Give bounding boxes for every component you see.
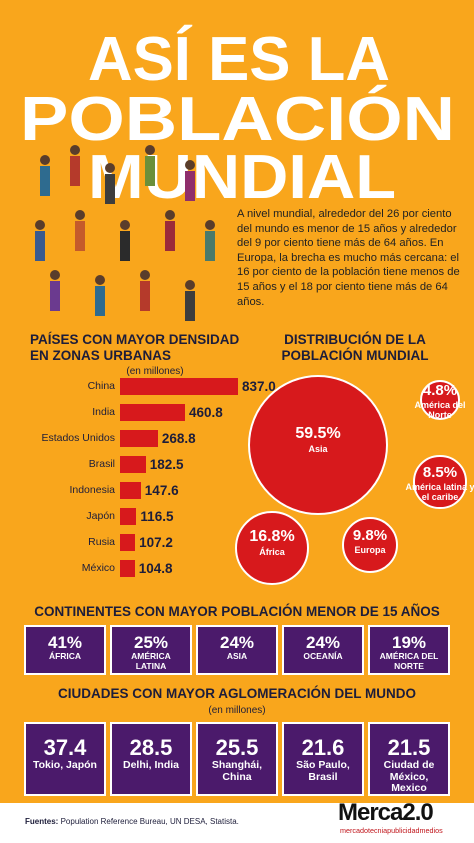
- stat-label: Shanghái, China: [211, 759, 263, 783]
- logo-tagline: mercadotecniapublicidadmedios: [340, 826, 443, 835]
- stat-value: 25%: [133, 633, 169, 652]
- bar: [120, 534, 136, 551]
- value-label: 104.8: [138, 561, 173, 576]
- stat-value: 28.5: [129, 735, 173, 760]
- footer-sources: Fuentes: Population Reference Bureau, UN…: [25, 817, 239, 826]
- value-label: 147.6: [144, 483, 179, 498]
- footer-band: [0, 803, 474, 843]
- stat-value: 25.5: [215, 735, 259, 760]
- bubble-name: América del Norte: [414, 400, 466, 420]
- stat-label: OCEANÍA: [303, 651, 343, 661]
- stat-label: Ciudad de México, Mexico: [383, 759, 435, 794]
- stat-value: 21.6: [301, 735, 345, 760]
- stat-value: 21.5: [387, 735, 431, 760]
- stat-box: 21.6 São Paulo, Brasil: [282, 722, 364, 796]
- stat-box: 19% AMÉRICA DEL NORTE: [368, 625, 450, 675]
- category-label: India: [92, 406, 115, 418]
- bubble-name: África: [259, 547, 285, 557]
- stat-value: 19%: [391, 633, 427, 652]
- category-label: Japón: [86, 510, 115, 522]
- bar: [120, 378, 238, 395]
- value-label: 460.8: [188, 405, 223, 420]
- value-label: 182.5: [149, 457, 184, 472]
- bubble: [341, 516, 399, 574]
- stat-value: 37.4: [43, 735, 87, 760]
- stat-box: 25% AMÉRICA LATINA: [110, 625, 192, 675]
- bubble-label: 9.8% Europa: [325, 527, 415, 555]
- bar: [120, 404, 185, 421]
- bubble: [247, 374, 389, 516]
- bubble-name: Asia: [308, 444, 328, 454]
- header-art: ASÍ ES LA POBLACIÓN MUNDIAL: [20, 25, 455, 321]
- category-label: Estados Unidos: [41, 432, 115, 444]
- title-line: ASÍ ES LA: [88, 25, 390, 94]
- stat-value: 24%: [219, 633, 255, 652]
- stat-box: 41% ÁFRICA: [24, 625, 106, 675]
- value-label: 116.5: [140, 509, 174, 524]
- bar: [120, 482, 141, 499]
- category-label: Rusia: [88, 536, 115, 548]
- stat-box: 24% OCEANÍA: [282, 625, 364, 675]
- bar-chart-title: PAÍSES CON MAYOR DENSIDAD EN ZONAS URBAN…: [30, 332, 240, 363]
- bar: [120, 456, 146, 473]
- stat-value: 24%: [305, 633, 341, 652]
- value-label: 837.0: [242, 379, 276, 394]
- stat-box: 21.5 Ciudad de México, Mexico: [368, 722, 450, 796]
- footer-label: Fuentes:: [25, 817, 59, 826]
- bar-chart-subtitle: (en millones): [126, 366, 184, 377]
- stat-label: AMÉRICA DEL NORTE: [379, 651, 439, 671]
- stat-value: 41%: [47, 633, 83, 652]
- bubble: [413, 455, 467, 509]
- bar: [120, 508, 137, 525]
- stat-label: ASIA: [226, 651, 248, 661]
- crowd-illustration: [35, 145, 215, 321]
- bar: [120, 430, 158, 447]
- bubble-label: 59.5% Asia: [273, 425, 363, 454]
- stat-label: ÁFRICA: [48, 651, 82, 661]
- value-label: 268.8: [161, 431, 196, 446]
- stat-box: 24% ASIA: [196, 625, 278, 675]
- bubble-chart-title: DISTRIBUCIÓN DE LA POBLACIÓN MUNDIAL: [281, 332, 429, 363]
- bubble-name: Europa: [354, 545, 386, 555]
- bubble-value: 9.8%: [352, 527, 388, 544]
- stat-box: 28.5 Delhi, India: [110, 722, 192, 796]
- stat-label: Tokio, Japón: [33, 759, 97, 771]
- intro-text: A nivel mundial, alrededor del 26 por ci…: [237, 208, 460, 308]
- category-label: Indonesia: [69, 484, 115, 496]
- bubble-value: 4.8%: [422, 382, 458, 399]
- category-label: Brasil: [88, 458, 115, 470]
- bubble: [234, 510, 310, 586]
- bubble-value: 8.5%: [422, 464, 458, 481]
- logo: Merca2.0: [338, 799, 434, 826]
- value-label: 107.2: [139, 535, 173, 550]
- bubble-name: América latina y el caribe: [405, 482, 474, 502]
- title-line: POBLACIÓN: [20, 85, 455, 154]
- bubble-label: 8.5% América latina y el caribe: [395, 464, 474, 502]
- cities-subtitle: (en millones): [208, 705, 266, 716]
- cities-title: CIUDADES CON MAYOR AGLOMERACIÓN DEL MUND…: [57, 686, 416, 701]
- bubble-value: 59.5%: [295, 425, 341, 442]
- stat-box: 25.5 Shanghái, China: [196, 722, 278, 796]
- stat-label: AMÉRICA LATINA: [131, 651, 171, 671]
- stat-label: Delhi, India: [122, 759, 179, 771]
- stat-label: São Paulo, Brasil: [296, 759, 350, 783]
- footer-text: Population Reference Bureau, UN DESA, St…: [60, 817, 239, 826]
- bubble-label: 4.8% América del Norte: [395, 382, 474, 420]
- bubble-value: 16.8%: [249, 528, 295, 545]
- stat-box: 37.4 Tokio, Japón: [24, 722, 106, 796]
- category-label: México: [81, 562, 115, 574]
- title-line: MUNDIAL: [88, 143, 396, 212]
- bar: [120, 560, 135, 577]
- bubble-label: 16.8% África: [227, 528, 317, 557]
- continents-title: CONTINENTES CON MAYOR POBLACIÓN MENOR DE…: [34, 604, 440, 619]
- bubble: [420, 380, 460, 420]
- category-label: China: [87, 380, 115, 392]
